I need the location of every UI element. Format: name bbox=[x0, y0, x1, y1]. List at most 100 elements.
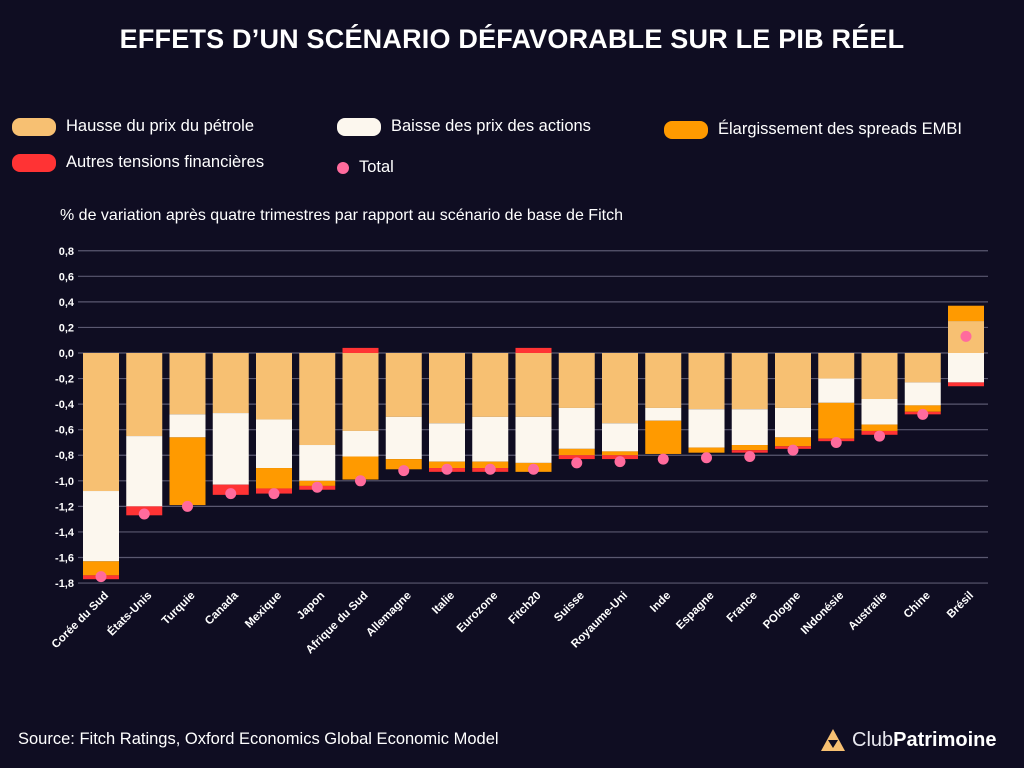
bar-segment-embi bbox=[342, 456, 379, 480]
bar-group bbox=[948, 305, 984, 387]
y-tick-label: 0,8 bbox=[59, 246, 74, 258]
x-tick-label: Espagne bbox=[674, 590, 716, 632]
bar-segment-other bbox=[558, 455, 595, 460]
legend-swatch-equity bbox=[337, 117, 381, 136]
bar-group bbox=[429, 353, 465, 472]
source-note: Source: Fitch Ratings, Oxford Economics … bbox=[18, 730, 499, 748]
bar-group bbox=[904, 353, 941, 415]
bar-segment-petrol bbox=[904, 353, 941, 383]
bar-segment-embi bbox=[385, 459, 422, 470]
bar-segment-equity bbox=[861, 399, 898, 425]
bar-segment-embi bbox=[818, 402, 855, 439]
bar-segment-equity bbox=[472, 416, 509, 462]
total-dot bbox=[225, 488, 237, 500]
bar-segment-embi bbox=[731, 445, 768, 451]
y-tick-label: -1,6 bbox=[55, 552, 74, 564]
bar-segment-petrol bbox=[472, 353, 509, 417]
bar-segment-embi bbox=[688, 447, 725, 453]
x-tick-label: POlogne bbox=[761, 590, 803, 632]
total-dot bbox=[830, 436, 842, 448]
bar-segment-petrol bbox=[212, 353, 249, 414]
bar-group bbox=[775, 353, 811, 449]
legend-swatch-petrol bbox=[12, 117, 56, 136]
bar-segment-petrol bbox=[83, 353, 119, 492]
bar-segment-equity bbox=[429, 423, 465, 462]
total-dot bbox=[874, 430, 885, 442]
x-tick-label: INdonésie bbox=[799, 590, 846, 637]
x-tick-label: Turquie bbox=[160, 590, 198, 628]
bar-group bbox=[645, 353, 682, 454]
chart-subtitle: % de variation après quatre trimestres p… bbox=[60, 207, 623, 224]
total-dot bbox=[701, 452, 712, 464]
legend-swatch-total bbox=[337, 161, 349, 174]
brand-logo: Club Patrimoine bbox=[820, 728, 997, 752]
bar-segment-equity bbox=[385, 416, 422, 460]
bar-group bbox=[83, 353, 119, 580]
bar-segment-equity bbox=[602, 423, 638, 452]
bar-segment-petrol bbox=[861, 353, 898, 400]
x-tick-label: Eurozone bbox=[455, 590, 501, 636]
bar-segment-petrol bbox=[169, 353, 206, 415]
totals-layer bbox=[95, 330, 972, 583]
x-tick-label: Inde bbox=[648, 590, 673, 615]
x-tick-label: Mexique bbox=[243, 590, 284, 631]
y-tick-label: -0,8 bbox=[55, 450, 74, 462]
bar-segment-petrol bbox=[818, 353, 855, 379]
total-dot bbox=[138, 508, 150, 520]
total-dot bbox=[787, 444, 799, 456]
bar-group bbox=[515, 347, 552, 472]
x-tick-label: Japon bbox=[295, 590, 327, 622]
bar-segment-petrol bbox=[429, 353, 465, 424]
legend-swatch-other bbox=[12, 153, 56, 172]
bar-segment-other bbox=[515, 347, 552, 353]
bar-segment-petrol bbox=[731, 353, 768, 410]
bar-segment-embi bbox=[861, 424, 898, 431]
bar-group bbox=[342, 347, 379, 480]
total-dot bbox=[268, 488, 280, 500]
bar-segment-equity bbox=[169, 414, 206, 438]
bar-segment-petrol bbox=[558, 353, 595, 408]
chart-title: EFFETS D’UN SCÉNARIO DÉFAVORABLE SUR LE … bbox=[119, 24, 905, 54]
x-tick-label: Canada bbox=[203, 589, 241, 627]
legend-item-total: Total bbox=[337, 158, 394, 177]
y-tick-label: 0,2 bbox=[59, 322, 74, 334]
x-tick-label: Corée du Sud bbox=[50, 590, 111, 651]
bar-group bbox=[558, 353, 595, 460]
legend-item-embi: Élargissement des spreads EMBI bbox=[664, 120, 962, 139]
y-tick-label: -0,4 bbox=[55, 399, 75, 411]
legend-item-other: Autres tensions financières bbox=[12, 153, 264, 172]
bar-segment-embi bbox=[948, 305, 984, 322]
bar-segment-petrol bbox=[126, 353, 163, 437]
bars-layer bbox=[83, 305, 984, 580]
bar-segment-equity bbox=[948, 353, 984, 383]
bar-segment-equity bbox=[126, 436, 163, 507]
bar-segment-petrol bbox=[688, 353, 725, 410]
bar-segment-equity bbox=[83, 491, 119, 562]
bar-segment-petrol bbox=[645, 353, 682, 408]
bar-segment-equity bbox=[731, 409, 768, 446]
bar-segment-embi bbox=[169, 437, 206, 506]
legend-label-embi: Élargissement des spreads EMBI bbox=[718, 120, 962, 138]
y-tick-label: 0,0 bbox=[59, 348, 74, 360]
x-tick-label: Australie bbox=[846, 590, 889, 633]
bar-segment-equity bbox=[299, 445, 336, 481]
total-dot bbox=[95, 571, 107, 583]
total-dot bbox=[441, 463, 453, 475]
y-tick-label: -1,4 bbox=[55, 527, 75, 539]
y-tick-label: -1,8 bbox=[55, 578, 74, 590]
bar-segment-embi bbox=[83, 561, 119, 576]
total-dot bbox=[614, 456, 626, 468]
bar-group bbox=[818, 353, 855, 442]
bar-segment-embi bbox=[256, 468, 292, 489]
bar-group bbox=[256, 353, 292, 494]
y-tick-label: 0,6 bbox=[59, 271, 74, 283]
bar-group bbox=[731, 353, 768, 453]
bar-group bbox=[861, 353, 898, 435]
y-tick-label: -0,6 bbox=[55, 425, 74, 437]
total-dot bbox=[571, 457, 583, 469]
bar-segment-embi bbox=[645, 420, 682, 454]
total-dot bbox=[182, 500, 193, 512]
total-dot bbox=[960, 330, 972, 342]
bar-segment-petrol bbox=[515, 353, 552, 417]
